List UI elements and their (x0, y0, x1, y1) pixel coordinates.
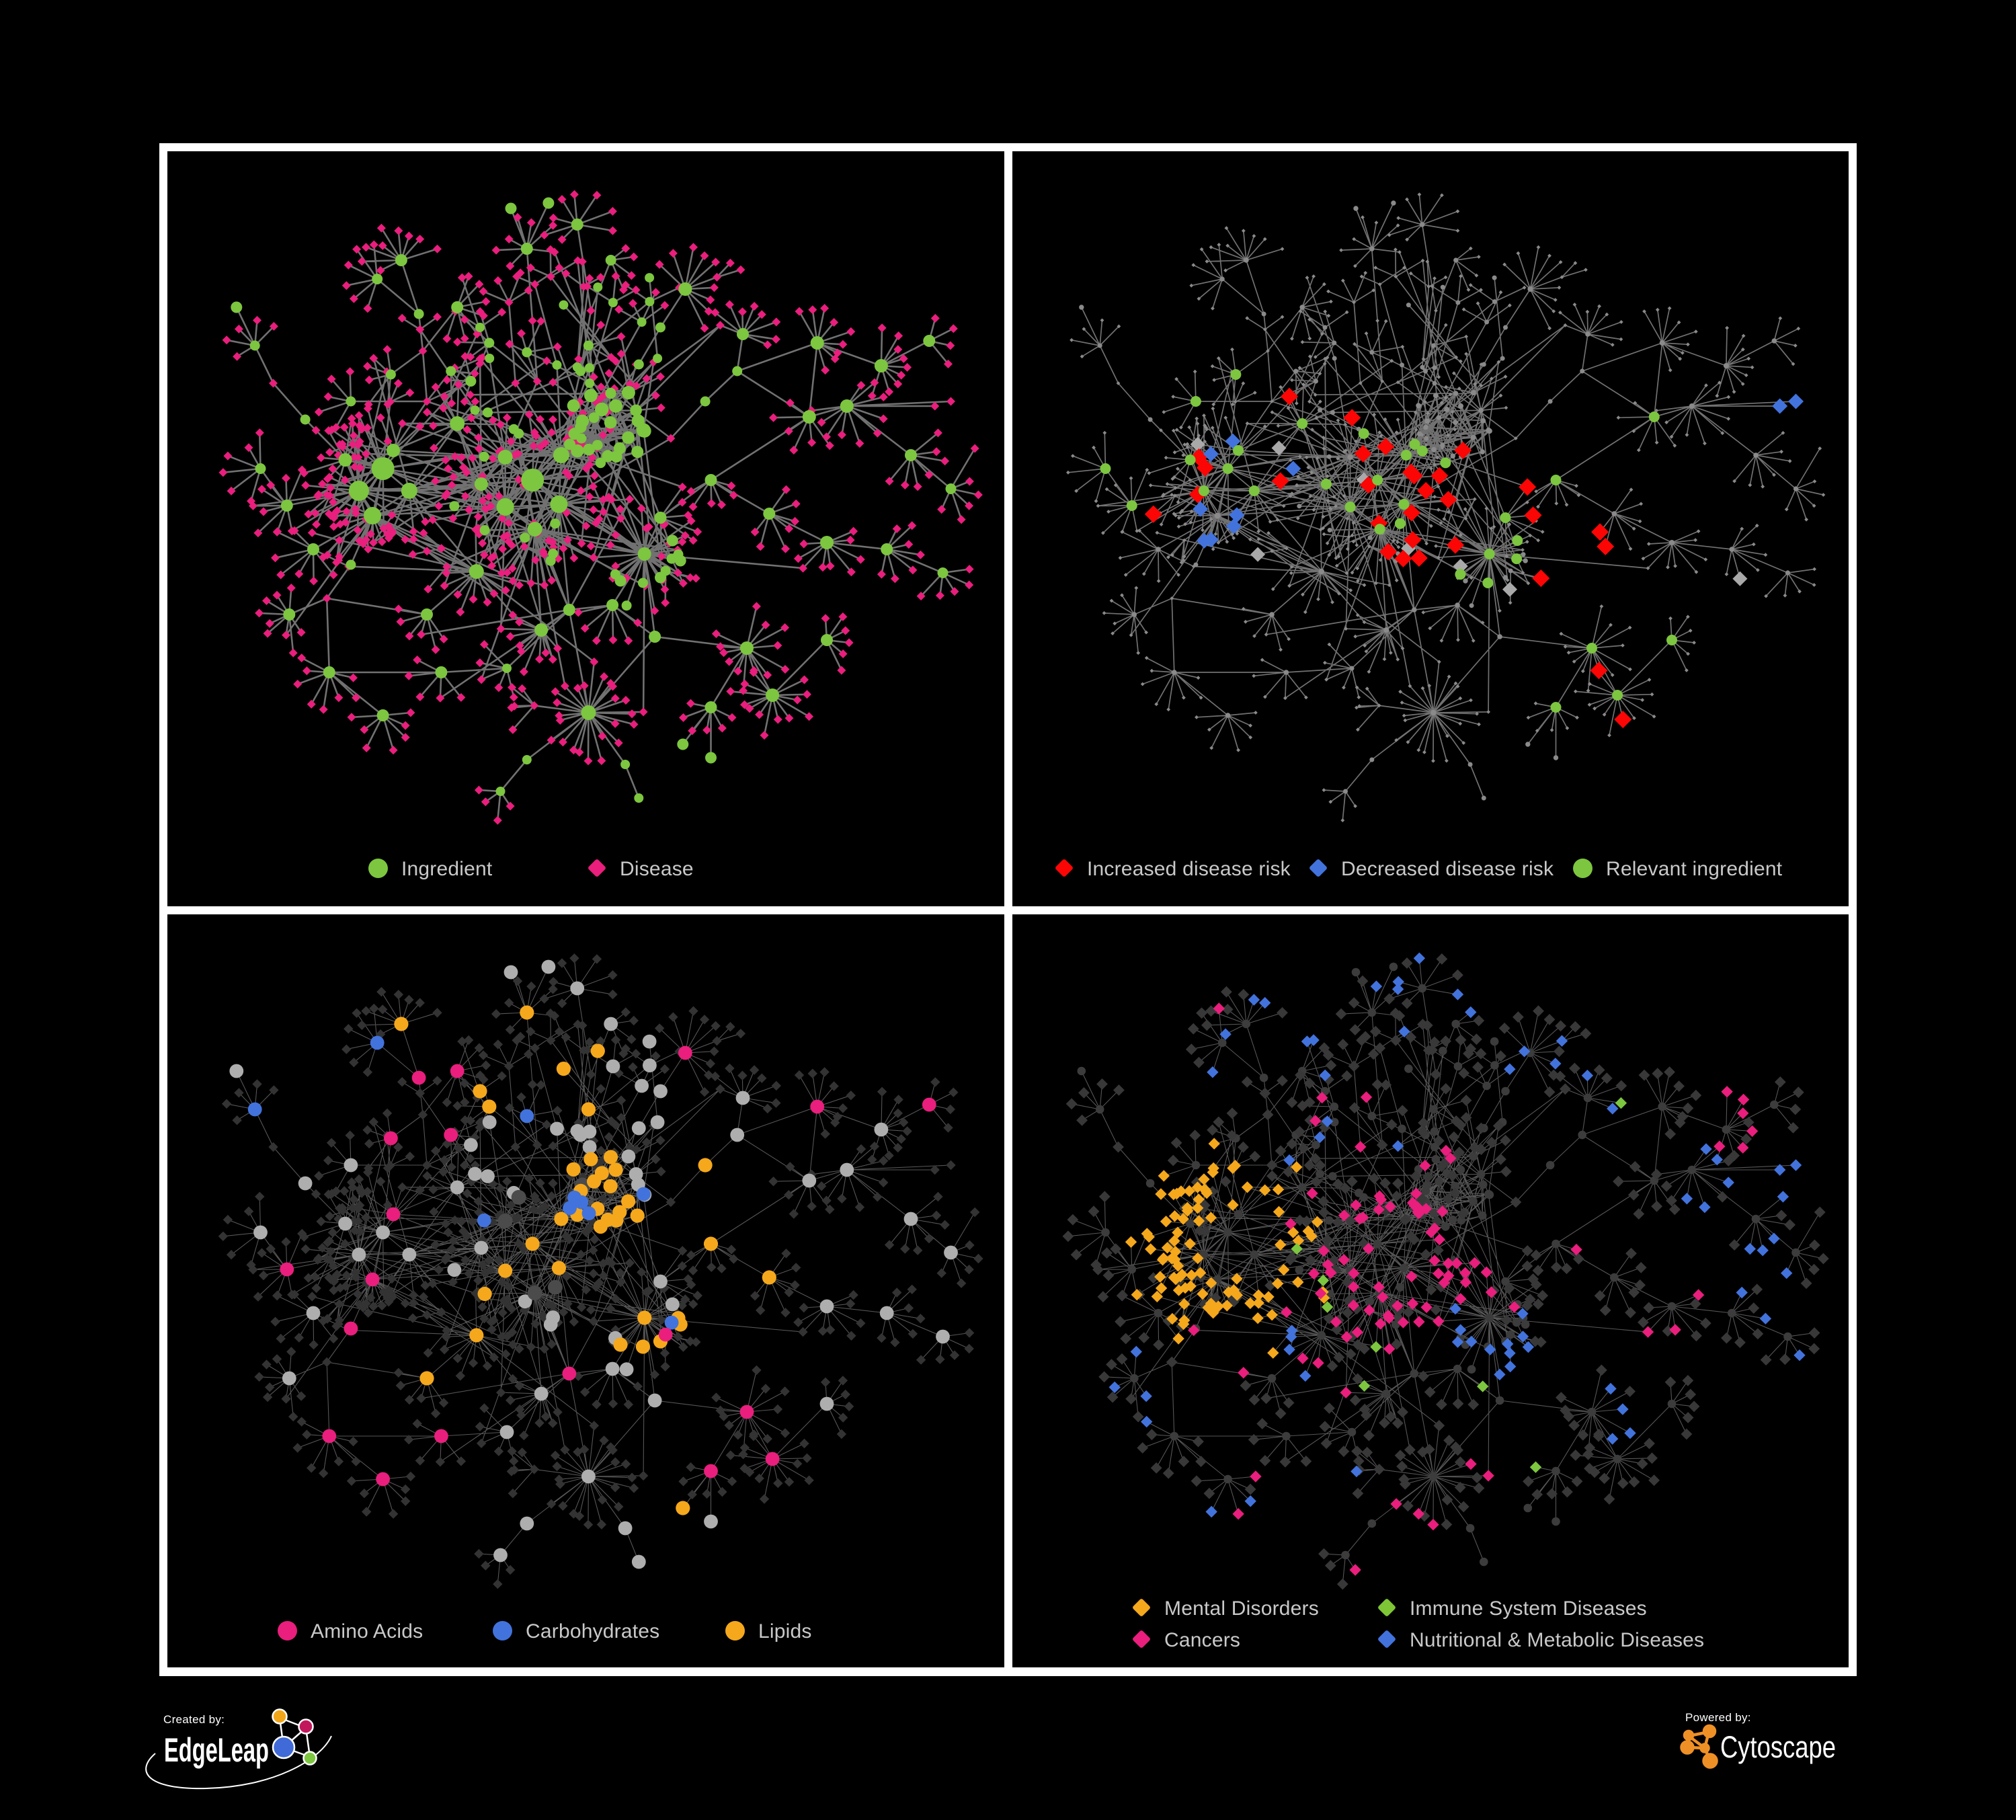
svg-text:Cytoscape: Cytoscape (1720, 1730, 1836, 1764)
svg-text:EdgeLeap: EdgeLeap (164, 1731, 269, 1769)
